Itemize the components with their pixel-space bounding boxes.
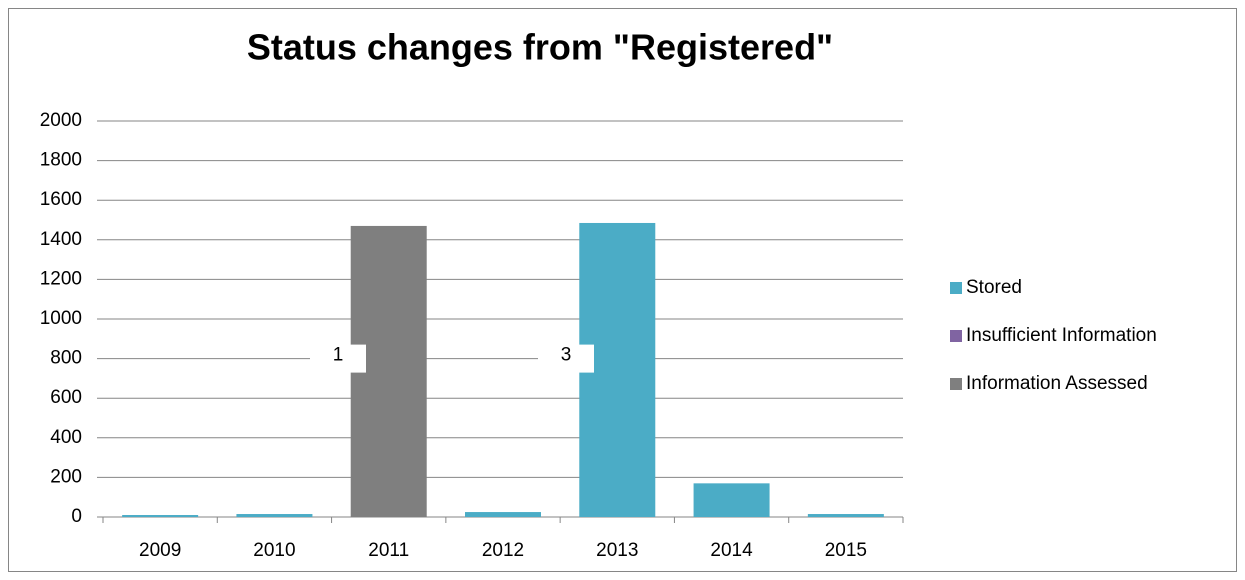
annotation: 1 bbox=[333, 345, 344, 366]
y-tick-label: 1000 bbox=[40, 308, 82, 329]
y-tick-label: 1800 bbox=[40, 150, 82, 171]
y-tick-label: 600 bbox=[50, 387, 82, 408]
annotation-bg bbox=[538, 344, 594, 373]
chart-title: Status changes from "Registered" bbox=[247, 27, 833, 68]
y-tick-label: 1400 bbox=[40, 229, 82, 250]
annotation: 3 bbox=[561, 345, 572, 366]
y-tick-label: 800 bbox=[50, 348, 82, 369]
legend-swatch bbox=[950, 378, 962, 390]
x-tick-label: 2009 bbox=[139, 540, 181, 561]
legend-label: Stored bbox=[966, 277, 1022, 298]
legend-label: Information Assessed bbox=[966, 373, 1148, 394]
x-tick-label: 2015 bbox=[825, 540, 867, 561]
x-tick-label: 2011 bbox=[368, 540, 409, 561]
bar bbox=[807, 514, 884, 517]
bar bbox=[122, 515, 199, 517]
x-tick-label: 2013 bbox=[596, 540, 638, 561]
y-tick-label: 1200 bbox=[40, 268, 82, 289]
bar bbox=[465, 512, 541, 517]
annotation-bg bbox=[310, 344, 366, 373]
bar bbox=[236, 514, 313, 517]
y-tick-label: 0 bbox=[71, 506, 82, 527]
y-tick-label: 400 bbox=[50, 427, 82, 448]
legend-swatch bbox=[950, 282, 962, 294]
y-tick-label: 200 bbox=[50, 466, 82, 487]
y-tick-label: 2000 bbox=[40, 110, 82, 131]
x-tick-label: 2010 bbox=[253, 540, 295, 561]
x-tick-label: 2012 bbox=[482, 540, 524, 561]
x-tick-label: 2014 bbox=[710, 540, 753, 561]
legend-label: Insufficient Information bbox=[966, 325, 1157, 346]
bar bbox=[693, 483, 770, 517]
y-tick-label: 1600 bbox=[40, 189, 82, 210]
legend-swatch bbox=[950, 330, 962, 342]
